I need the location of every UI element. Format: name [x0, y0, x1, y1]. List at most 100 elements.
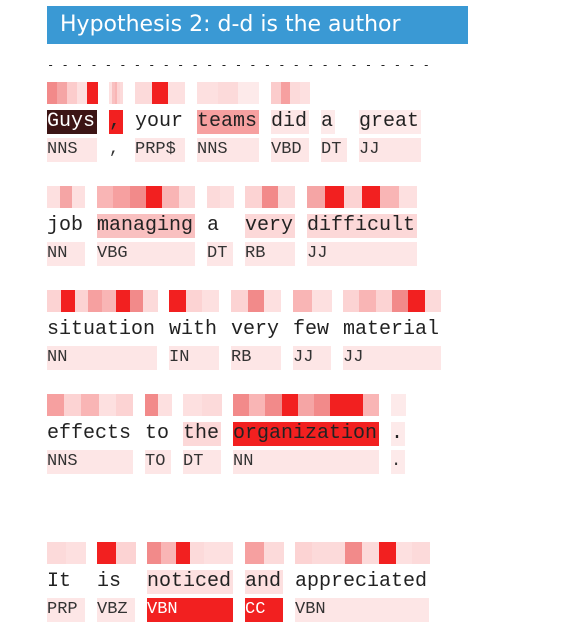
token-pos-tag: NNS — [197, 138, 259, 162]
token-pos-tag: CC — [245, 598, 283, 622]
attention-bar — [231, 290, 249, 312]
token-word: a — [321, 110, 335, 134]
attention-bar — [77, 82, 88, 104]
token-pos-tag: VBG — [97, 242, 195, 266]
attention-bar — [47, 82, 58, 104]
attention-bar — [307, 186, 326, 208]
token-pos-tag: VBN — [147, 598, 233, 622]
token-word: with — [169, 318, 219, 342]
attention-bar — [238, 82, 260, 104]
token-word: effects — [47, 422, 133, 446]
attention-bar — [398, 186, 418, 208]
attention-bar — [391, 394, 406, 416]
attention-bar — [97, 542, 117, 564]
token-pos-tag: RB — [231, 346, 281, 370]
attention-bar — [102, 290, 117, 312]
attention-bar — [345, 542, 363, 564]
token-word: organization — [233, 422, 379, 446]
attention-bar — [392, 290, 409, 312]
attention-bar — [74, 290, 89, 312]
token-word: situation — [47, 318, 157, 342]
attention-bar — [330, 394, 348, 416]
token-pos-tag: JJ — [359, 138, 421, 162]
attention-bar — [72, 186, 86, 208]
token-pos-tag: NN — [47, 242, 85, 266]
token-word: noticed — [147, 570, 233, 594]
token-pos-tag: NNS — [47, 450, 133, 474]
attention-bar — [67, 82, 78, 104]
attention-bar — [380, 186, 400, 208]
attention-bar — [109, 82, 113, 104]
attention-bar — [81, 394, 100, 416]
token-word: teams — [197, 110, 259, 134]
attention-bar — [146, 186, 163, 208]
attention-bar — [359, 290, 377, 312]
attention-bar — [261, 186, 279, 208]
token-word: appreciated — [295, 570, 429, 594]
attention-bar — [135, 82, 153, 104]
attention-bar — [207, 186, 221, 208]
token-word: , — [109, 110, 123, 134]
token-word: It — [47, 570, 73, 594]
token-pos-tag: JJ — [307, 242, 417, 266]
token-word: Guys — [47, 110, 97, 134]
token-word: your — [135, 110, 185, 134]
attention-bar — [197, 82, 219, 104]
attention-bar — [280, 82, 291, 104]
attention-bar — [47, 542, 67, 564]
attention-bar — [346, 394, 364, 416]
token-pos-tag: NN — [233, 450, 379, 474]
attention-bar — [178, 186, 196, 208]
attention-bar — [111, 82, 116, 104]
token-pos-tag: NN — [47, 346, 157, 370]
attention-bar — [47, 394, 65, 416]
token-word: few — [293, 318, 331, 342]
token-word: managing — [97, 214, 195, 238]
attention-bar — [295, 542, 313, 564]
attention-bar — [278, 186, 296, 208]
token-pos-tag: TO — [145, 450, 171, 474]
attention-bar — [362, 394, 380, 416]
attention-bar — [169, 290, 187, 312]
token-word: very — [231, 318, 281, 342]
attention-bar — [217, 82, 239, 104]
token-word: very — [245, 214, 295, 238]
token-word: great — [359, 110, 421, 134]
attention-bar — [343, 290, 360, 312]
attention-bar — [116, 542, 136, 564]
attention-bar — [264, 542, 284, 564]
attention-bar — [362, 186, 381, 208]
token-word: the — [183, 422, 221, 446]
attention-bar — [312, 290, 332, 312]
attention-bar — [202, 394, 222, 416]
attention-bar — [190, 542, 205, 564]
attention-bar — [114, 82, 118, 104]
token-pos-tag: VBD — [271, 138, 309, 162]
attention-bar — [161, 542, 177, 564]
attention-bar — [204, 542, 220, 564]
attention-bar — [233, 394, 250, 416]
attention-bar — [375, 290, 393, 312]
attention-bar — [202, 290, 220, 312]
attention-bar — [162, 186, 180, 208]
attention-bar — [87, 82, 98, 104]
attention-bar — [265, 394, 283, 416]
token-word: did — [271, 110, 309, 134]
attention-bar — [158, 394, 172, 416]
token-pos-tag: VBZ — [97, 598, 135, 622]
token-pos-tag: NNS — [47, 138, 97, 162]
token-pos-tag: RB — [245, 242, 295, 266]
attention-bar — [311, 542, 329, 564]
attention-bar — [97, 186, 114, 208]
attention-bar — [117, 82, 121, 104]
token-word: is — [97, 570, 123, 594]
attention-bar — [129, 290, 144, 312]
attention-bar — [143, 290, 158, 312]
token-pos-tag: DT — [321, 138, 347, 162]
attention-bar — [66, 542, 86, 564]
attention-bar — [247, 290, 265, 312]
attention-bar — [183, 394, 203, 416]
attention-bar — [220, 186, 234, 208]
attention-bar — [343, 186, 363, 208]
attention-bar — [175, 542, 191, 564]
